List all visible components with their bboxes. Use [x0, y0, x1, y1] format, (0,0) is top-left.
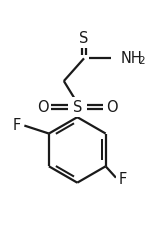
- Text: 2: 2: [139, 56, 145, 66]
- Text: NH: NH: [121, 51, 143, 66]
- Text: O: O: [37, 100, 49, 115]
- Text: O: O: [106, 100, 118, 115]
- Text: F: F: [118, 172, 127, 187]
- Text: S: S: [79, 31, 89, 46]
- Text: S: S: [73, 100, 82, 115]
- Text: F: F: [13, 118, 21, 133]
